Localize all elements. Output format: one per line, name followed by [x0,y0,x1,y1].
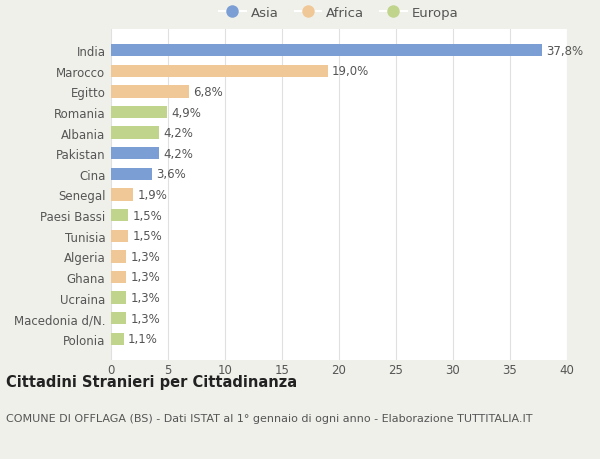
Bar [111,333,124,345]
Text: 1,9%: 1,9% [137,189,167,202]
Text: 1,3%: 1,3% [130,312,160,325]
Text: 1,1%: 1,1% [128,333,158,346]
Bar [111,66,328,78]
Text: 1,3%: 1,3% [130,271,160,284]
Text: 37,8%: 37,8% [547,45,584,57]
Bar [111,86,188,98]
Bar [111,230,128,242]
Bar [111,313,126,325]
Text: 4,2%: 4,2% [163,127,193,140]
Text: Cittadini Stranieri per Cittadinanza: Cittadini Stranieri per Cittadinanza [6,374,297,389]
Bar [111,148,159,160]
Text: 1,3%: 1,3% [130,291,160,304]
Bar [111,251,126,263]
Bar [111,127,159,140]
Text: 1,5%: 1,5% [133,230,163,243]
Text: 3,6%: 3,6% [157,168,187,181]
Bar [111,292,126,304]
Bar [111,271,126,284]
Bar [111,189,133,201]
Bar [111,209,128,222]
Text: 19,0%: 19,0% [332,65,370,78]
Bar [111,106,167,119]
Bar [111,168,152,181]
Text: COMUNE DI OFFLAGA (BS) - Dati ISTAT al 1° gennaio di ogni anno - Elaborazione TU: COMUNE DI OFFLAGA (BS) - Dati ISTAT al 1… [6,413,533,423]
Text: 1,5%: 1,5% [133,209,163,222]
Text: 6,8%: 6,8% [193,86,223,99]
Bar [111,45,542,57]
Text: 4,2%: 4,2% [163,147,193,160]
Text: 1,3%: 1,3% [130,250,160,263]
Legend: Asia, Africa, Europa: Asia, Africa, Europa [219,7,459,20]
Text: 4,9%: 4,9% [172,106,201,119]
